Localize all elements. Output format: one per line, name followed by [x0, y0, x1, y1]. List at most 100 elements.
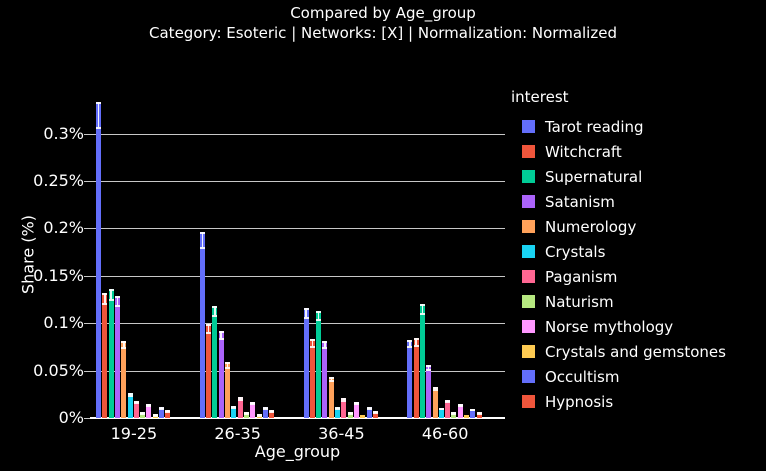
plot-area[interactable]: 0% 0.05% 0.1% 0.15% 0.2% 0.25% 0.3% 19-25 26-35 3… — [33, 88, 505, 443]
y-tick-mark — [84, 228, 90, 230]
chart-subtitle: Category: Esoteric | Networks: [X] | Nor… — [149, 24, 617, 42]
bar-tarot-reading-26-35[interactable] — [199, 232, 205, 418]
legend-label: Occultism — [545, 367, 620, 386]
bar-naturism-26-35[interactable] — [243, 412, 249, 418]
gridline — [90, 370, 505, 372]
legend-item-paganism[interactable]: Paganism — [511, 264, 761, 289]
bar-hypnosis-46-60[interactable] — [476, 412, 482, 418]
bar-tarot-reading-36-45[interactable] — [303, 308, 309, 418]
error-bar — [199, 247, 205, 249]
y-tick-mark — [84, 323, 90, 325]
bar-satanism-19-25[interactable] — [114, 295, 120, 418]
legend-swatch-icon — [522, 245, 535, 258]
legend-item-crystals[interactable]: Crystals — [511, 239, 761, 264]
error-bar — [374, 411, 377, 412]
error-bar — [335, 407, 341, 410]
bar-crystals-26-35[interactable] — [231, 405, 237, 418]
legend-item-tarot-reading[interactable]: Tarot reading — [511, 114, 761, 139]
bar-satanism-26-35[interactable] — [218, 330, 224, 418]
bar-supernatural-26-35[interactable] — [212, 306, 218, 418]
bar-occultism-19-25[interactable] — [159, 406, 165, 418]
legend-swatch-icon — [522, 220, 535, 233]
legend-label: Numerology — [545, 217, 637, 236]
bar-paganism-36-45[interactable] — [341, 398, 347, 418]
bar-naturism-19-25[interactable] — [140, 412, 146, 418]
bar-norse-mythology-36-45[interactable] — [353, 401, 359, 418]
error-bar — [303, 316, 309, 319]
legend-swatch-icon — [522, 370, 535, 383]
bar-crystals-19-25[interactable] — [127, 393, 133, 418]
error-bar — [355, 401, 358, 404]
bar-witchcraft-36-45[interactable] — [309, 339, 315, 418]
legend-swatch-icon — [522, 395, 535, 408]
error-bar — [324, 341, 326, 348]
bar-paganism-19-25[interactable] — [133, 400, 139, 418]
legend-label: Crystals and gemstones — [545, 342, 726, 361]
bar-paganism-26-35[interactable] — [237, 397, 243, 418]
bar-norse-mythology-46-60[interactable] — [457, 403, 463, 418]
y-tick-label: 0.1% — [43, 313, 84, 333]
bar-hypnosis-19-25[interactable] — [165, 410, 171, 418]
y-tick-label: 0.3% — [43, 123, 84, 143]
legend-item-occultism[interactable]: Occultism — [511, 364, 761, 389]
legend-label: Naturism — [545, 292, 614, 311]
bar-occultism-26-35[interactable] — [262, 406, 268, 418]
bar-crystals-and-gemstones-46-60[interactable] — [464, 415, 470, 418]
error-bar — [218, 337, 224, 340]
legend-item-supernatural[interactable]: Supernatural — [511, 164, 761, 189]
bar-naturism-46-60[interactable] — [451, 412, 457, 418]
bar-numerology-36-45[interactable] — [328, 377, 334, 418]
legend-swatch-icon — [522, 195, 535, 208]
error-bar — [121, 347, 127, 350]
error-bar — [336, 406, 339, 408]
legend-item-witchcraft[interactable]: Witchcraft — [511, 139, 761, 164]
bar-hypnosis-26-35[interactable] — [269, 410, 275, 418]
legend-item-crystals-and-gemstones[interactable]: Crystals and gemstones — [511, 339, 761, 364]
y-tick-mark — [84, 133, 90, 135]
bar-naturism-36-45[interactable] — [347, 412, 353, 418]
y-tick-mark — [84, 418, 90, 419]
legend-item-satanism[interactable]: Satanism — [511, 189, 761, 214]
bar-supernatural-19-25[interactable] — [108, 289, 114, 418]
error-bar — [341, 399, 347, 402]
bar-supernatural-46-60[interactable] — [419, 304, 425, 418]
bar-crystals-and-gemstones-36-45[interactable] — [360, 415, 366, 418]
y-tick-label: 0% — [58, 408, 84, 427]
bar-tarot-reading-19-25[interactable] — [96, 102, 102, 418]
bar-occultism-36-45[interactable] — [366, 406, 372, 418]
y-tick-mark — [84, 370, 90, 372]
legend-item-numerology[interactable]: Numerology — [511, 214, 761, 239]
error-bar — [415, 338, 417, 345]
bar-satanism-46-60[interactable] — [426, 364, 432, 418]
bar-numerology-26-35[interactable] — [225, 362, 231, 418]
bar-norse-mythology-19-25[interactable] — [146, 403, 152, 418]
error-bar — [445, 401, 451, 404]
bar-satanism-36-45[interactable] — [322, 341, 328, 418]
bar-paganism-46-60[interactable] — [445, 399, 451, 418]
legend-label: Supernatural — [545, 167, 643, 186]
legend-label: Satanism — [545, 192, 615, 211]
error-bar — [127, 395, 133, 398]
gridline — [90, 180, 505, 182]
bar-numerology-19-25[interactable] — [121, 341, 127, 418]
legend-label: Crystals — [545, 242, 606, 261]
bar-witchcraft-26-35[interactable] — [206, 324, 212, 418]
bar-crystals-36-45[interactable] — [335, 406, 341, 418]
bar-occultism-46-60[interactable] — [470, 408, 476, 418]
bar-hypnosis-36-45[interactable] — [372, 411, 378, 418]
error-bar — [446, 399, 449, 402]
bar-witchcraft-19-25[interactable] — [102, 292, 108, 418]
bar-witchcraft-46-60[interactable] — [413, 338, 419, 418]
legend-item-hypnosis[interactable]: Hypnosis — [511, 389, 761, 414]
bar-crystals-46-60[interactable] — [438, 407, 444, 418]
bar-supernatural-36-45[interactable] — [316, 310, 322, 418]
error-bar — [129, 393, 131, 396]
error-bar — [133, 402, 139, 405]
bar-numerology-46-60[interactable] — [432, 386, 438, 418]
bar-tarot-reading-46-60[interactable] — [407, 340, 413, 418]
legend-item-naturism[interactable]: Naturism — [511, 289, 761, 314]
bar-norse-mythology-26-35[interactable] — [250, 401, 256, 418]
y-tick-mark — [84, 275, 90, 277]
legend-item-norse-mythology[interactable]: Norse mythology — [511, 314, 761, 339]
error-bar — [212, 315, 218, 318]
